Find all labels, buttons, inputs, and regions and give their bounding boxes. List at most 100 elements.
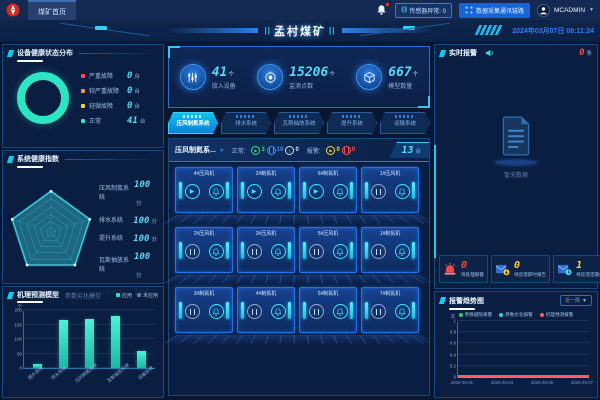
sensor-status-badge: ((·)) 传感器异常: 0 bbox=[395, 2, 452, 18]
card-accent-bar bbox=[412, 242, 415, 259]
stat-value: 667个 bbox=[388, 64, 419, 80]
pause-icon[interactable] bbox=[308, 304, 324, 319]
device-card[interactable]: 3#压风机 bbox=[237, 227, 295, 273]
floor-grid-decor bbox=[164, 275, 434, 284]
trend-x-label: 2024-03-07 bbox=[571, 380, 593, 385]
tab-mechanism-model[interactable]: 机理预测模型 bbox=[17, 292, 59, 299]
device-card[interactable]: 5#制氮机 bbox=[299, 287, 357, 333]
device-name: 2#制氮机 bbox=[255, 171, 277, 177]
alarm-count-unit: 条 bbox=[586, 51, 592, 57]
title-banner: || 孟村煤矿 || 2024年03月07日 08:11:24 bbox=[0, 20, 600, 42]
panel-title: 系统健康指数 bbox=[17, 156, 59, 163]
device-card[interactable]: 7#制氮机 bbox=[361, 287, 419, 333]
system-tab-4[interactable]: 运输系统 bbox=[380, 112, 430, 134]
device-card[interactable]: 6#制氮机 ▶ bbox=[299, 167, 357, 213]
legend-dot-icon bbox=[458, 313, 463, 317]
model-bar-chart: 个 0 50 100 150 200 bbox=[14, 304, 155, 371]
device-alarm-icon[interactable] bbox=[394, 244, 410, 259]
sensor-signal-icon: ((·)) bbox=[401, 7, 407, 13]
device-card[interactable]: 2#制氮机 ▶ bbox=[237, 167, 295, 213]
card-accent-bar bbox=[303, 242, 306, 259]
device-card[interactable]: 2#压风机 bbox=[175, 227, 233, 273]
panel-marker-icon bbox=[6, 49, 15, 57]
device-card[interactable]: 1#制氮机 bbox=[361, 227, 419, 273]
alarm-status-counts: ▶ 0 0 bbox=[324, 145, 356, 155]
title-underline bbox=[17, 60, 43, 62]
device-card[interactable]: 5#压风机 bbox=[299, 227, 357, 273]
pending-stat-box[interactable]: 0 待处理报警 bbox=[439, 255, 488, 283]
device-alarm-icon[interactable] bbox=[270, 244, 286, 259]
device-grid: 4#压风机 ▶ 2#制氮机 ▶ 6#制氮机 ▶ 1#压风机 bbox=[164, 162, 434, 347]
panel-health-index: 系统健康指数 压风制氮系统 100分 排水系统 100 分 提升系统 100 分 瓦… bbox=[2, 150, 164, 298]
pause-icon[interactable] bbox=[184, 244, 200, 259]
device-alarm-icon[interactable] bbox=[332, 304, 348, 319]
device-card[interactable]: 1#压风机 bbox=[361, 167, 419, 213]
health-index-list: 压风制氮系统 100分 排水系统 100 分 提升系统 100 分 瓦斯抽放系统 1… bbox=[97, 170, 159, 304]
play-icon[interactable]: ▶ bbox=[308, 184, 324, 199]
tab-degradation-model[interactable]: 参数劣化模型 bbox=[65, 293, 102, 300]
card-accent-bar bbox=[241, 302, 244, 319]
card-accent-bar bbox=[412, 182, 415, 199]
system-tab-1[interactable]: 排水系统 bbox=[221, 112, 271, 134]
siren-icon bbox=[443, 262, 457, 276]
pause-icon[interactable] bbox=[370, 304, 386, 319]
sensor-badge-label: 传感器异常: 0 bbox=[409, 8, 446, 15]
legend-dot-icon bbox=[81, 103, 85, 108]
expand-chevrons-icon[interactable]: » bbox=[219, 146, 224, 154]
device-name: 4#压风机 bbox=[193, 171, 215, 177]
pause-icon[interactable] bbox=[184, 304, 200, 319]
device-alarm-icon[interactable] bbox=[394, 304, 410, 319]
card-accent-bar bbox=[288, 182, 291, 199]
pending-stat-box[interactable]: 0 待反馈即时报告 bbox=[490, 255, 551, 283]
play-icon[interactable]: ▶ bbox=[184, 184, 200, 199]
pause-icon[interactable] bbox=[370, 184, 386, 199]
card-accent-bar bbox=[179, 302, 182, 319]
device-card[interactable]: 4#制氮机 bbox=[237, 287, 295, 333]
device-card[interactable]: 3#制氮机 bbox=[175, 287, 233, 333]
notification-bell-icon[interactable] bbox=[376, 1, 391, 17]
models-icon bbox=[356, 64, 383, 90]
play-icon[interactable]: ▶ bbox=[246, 184, 262, 199]
trend-x-label: 2024-03-05 bbox=[531, 380, 553, 385]
status-count: 0 bbox=[295, 147, 299, 153]
pause-icon[interactable] bbox=[370, 244, 386, 259]
user-menu[interactable]: MCADMIN ▼ bbox=[536, 3, 594, 17]
device-card[interactable]: 4#压风机 ▶ bbox=[175, 167, 233, 213]
system-tab-3[interactable]: 提升系统 bbox=[327, 112, 377, 134]
status-count: 0 bbox=[351, 147, 356, 153]
data-link-button[interactable]: 数据采集通讯链路 bbox=[458, 2, 530, 18]
time-range-select[interactable]: 近一周 ▼ bbox=[560, 295, 592, 306]
stat-label: 模型数量 bbox=[388, 83, 413, 90]
device-alarm-icon[interactable] bbox=[332, 244, 348, 259]
device-total-value: 13 bbox=[401, 145, 414, 156]
legend-dot-icon bbox=[499, 313, 504, 317]
device-alarm-icon[interactable] bbox=[208, 304, 224, 319]
panel-alarm-trend: 报警趋势图 近一周 ▼ 参数越限报警 参数劣化报警 机理预测报警 次 0 0.2… bbox=[434, 291, 598, 398]
device-alarm-icon[interactable] bbox=[270, 304, 286, 319]
status-count: 0 bbox=[336, 147, 340, 153]
pending-stat-box[interactable]: 1 待反馈定期报告 bbox=[553, 255, 600, 283]
card-accent-bar bbox=[365, 242, 368, 259]
tab-mine-home[interactable]: 煤矿首页 bbox=[28, 0, 76, 20]
pause-icon[interactable] bbox=[246, 244, 262, 259]
device-name: 3#制氮机 bbox=[193, 291, 215, 297]
pause-icon[interactable] bbox=[308, 244, 324, 259]
trend-x-label: 2024-03-03 bbox=[491, 380, 513, 385]
legend-square-icon bbox=[136, 293, 141, 297]
system-tab-0[interactable]: 压风制氮系统 bbox=[168, 112, 218, 134]
stat-item: 15206个 监测点数 bbox=[257, 64, 335, 90]
system-tab-2[interactable]: 瓦斯抽放系统 bbox=[274, 112, 324, 134]
decor-pill-left bbox=[95, 26, 107, 30]
device-alarm-icon[interactable] bbox=[208, 244, 224, 259]
trend-legend-item: 机理预测报警 bbox=[539, 312, 573, 318]
device-alarm-icon[interactable] bbox=[394, 184, 410, 199]
device-alarm-icon[interactable] bbox=[208, 184, 224, 199]
empty-state-label: 暂无数据 bbox=[503, 173, 528, 179]
pause-icon[interactable] bbox=[246, 304, 262, 319]
card-accent-bar bbox=[412, 302, 415, 319]
device-alarm-icon[interactable] bbox=[332, 184, 348, 199]
bar bbox=[58, 320, 68, 368]
device-alarm-icon[interactable] bbox=[270, 184, 286, 199]
trend-legend-item: 参数劣化报警 bbox=[499, 312, 533, 318]
device-name: 6#制氮机 bbox=[317, 171, 339, 177]
